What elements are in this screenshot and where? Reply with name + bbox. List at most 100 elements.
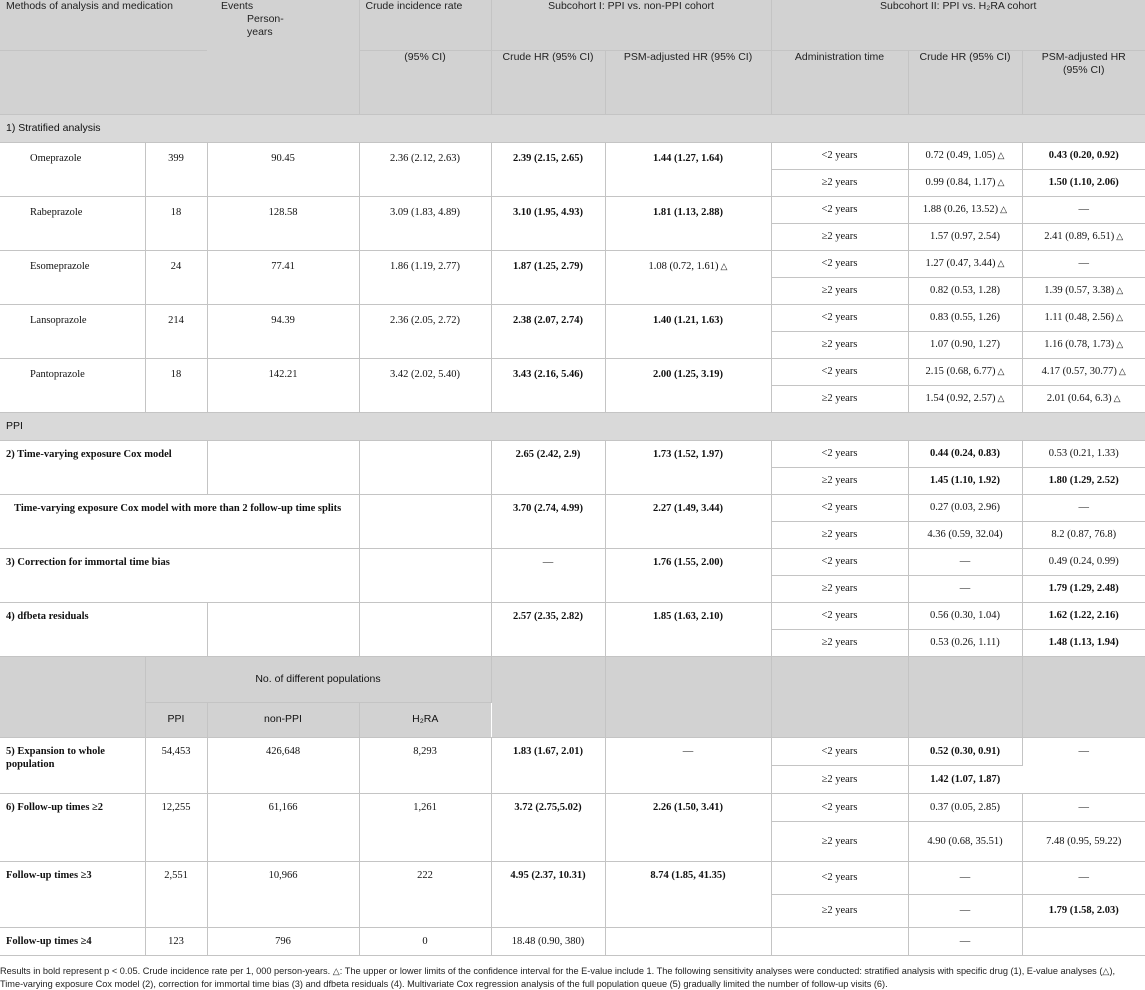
admin-time: <2 years	[771, 196, 909, 224]
empty-cell	[771, 656, 909, 738]
empty-cell	[359, 494, 492, 549]
sub2-crude-hr: 1.27 (0.47, 3.44) △	[908, 250, 1023, 278]
section-stratified: 1) Stratified analysis	[0, 114, 1145, 143]
pop-ppi-count: 2,551	[145, 861, 208, 928]
drug-name: Esomeprazole	[0, 250, 146, 305]
header-sub2-crude: Crude HR (95% CI)	[908, 50, 1023, 115]
sub1-crude-hr: 2.57 (2.35, 2.82)	[491, 602, 606, 657]
results-table: Methods of analysis and medication Event…	[0, 0, 1145, 956]
sub1-psm-hr: 2.26 (1.50, 3.41)	[605, 793, 772, 862]
sub2-crude-hr: —	[908, 575, 1023, 603]
sub1-crude-hr: 3.10 (1.95, 4.93)	[491, 196, 606, 251]
header-sub2-admin: Administration time	[771, 50, 909, 115]
sub2-psm-hr: —	[1022, 737, 1145, 794]
sub2-psm-hr: —	[1022, 793, 1145, 822]
header-subcohort-1: Subcohort I: PPI vs. non-PPI cohort	[491, 0, 772, 51]
method-name: Time-varying exposure Cox model with mor…	[0, 494, 360, 549]
evalue-triangle-icon: △	[1116, 339, 1124, 349]
empty-cell	[359, 602, 492, 657]
pop-nonppi-count: 796	[207, 927, 360, 956]
admin-time: <2 years	[771, 358, 909, 386]
header-sub1-crude: Crude HR (95% CI)	[491, 50, 606, 115]
empty-cell	[491, 656, 606, 738]
evalue-triangle-icon: △	[997, 393, 1005, 403]
evalue-triangle-icon: △	[1000, 204, 1008, 214]
person-years-cell: 77.41	[207, 250, 360, 305]
sub2-psm-hr: 4.17 (0.57, 30.77) △	[1022, 358, 1145, 386]
evalue-triangle-icon: △	[1113, 393, 1121, 403]
population-method: 6) Follow-up times ≥2	[0, 793, 146, 862]
admin-time	[771, 927, 909, 956]
admin-time: <2 years	[771, 440, 909, 468]
sub2-crude-hr: 0.99 (0.84, 1.17) △	[908, 169, 1023, 197]
sub1-psm-hr: —	[605, 737, 772, 794]
evalue-triangle-icon: △	[1116, 312, 1124, 322]
header-person-years: Person-years	[247, 13, 284, 38]
sub2-crude-hr: 1.57 (0.97, 2.54)	[908, 223, 1023, 251]
person-years-cell: 90.45	[207, 142, 360, 197]
admin-time: ≥2 years	[771, 521, 909, 549]
admin-time: ≥2 years	[771, 821, 909, 862]
sub2-crude-hr: 0.44 (0.24, 0.83)	[908, 440, 1023, 468]
sub2-psm-hr: 8.2 (0.87, 76.8)	[1022, 521, 1145, 549]
pop-nonppi-count: 10,966	[207, 861, 360, 928]
header-events: Events	[221, 0, 254, 12]
events-cell: 214	[145, 304, 208, 359]
empty-cell	[605, 656, 772, 738]
sub2-crude-hr: —	[908, 548, 1023, 576]
method-name: 2) Time-varying exposure Cox model	[0, 440, 208, 495]
admin-time: ≥2 years	[771, 894, 909, 928]
evalue-triangle-icon: △	[997, 177, 1005, 187]
sub2-psm-hr: 1.79 (1.29, 2.48)	[1022, 575, 1145, 603]
sub2-crude-hr: 0.82 (0.53, 1.28)	[908, 277, 1023, 305]
evalue-triangle-icon: △	[1118, 366, 1126, 376]
sub2-crude-hr: 0.53 (0.26, 1.11)	[908, 629, 1023, 657]
pop-ppi-count: 54,453	[145, 737, 208, 794]
sub2-crude-hr: 1.54 (0.92, 2.57) △	[908, 385, 1023, 413]
person-years-cell: 142.21	[207, 358, 360, 413]
sub2-crude-hr: 1.88 (0.26, 13.52) △	[908, 196, 1023, 224]
sub2-psm-hr: 1.62 (1.22, 2.16)	[1022, 602, 1145, 630]
sub2-psm-hr: —	[1022, 861, 1145, 895]
pop-h2ra-header: H₂RA	[359, 702, 491, 738]
admin-time: <2 years	[771, 304, 909, 332]
sub2-psm-hr	[1022, 927, 1145, 956]
empty-cell	[359, 548, 492, 603]
sub2-crude-hr: 4.36 (0.59, 32.04)	[908, 521, 1023, 549]
empty-cell	[207, 440, 360, 495]
admin-time: ≥2 years	[771, 629, 909, 657]
pop-h2ra-count: 0	[359, 927, 492, 956]
evalue-triangle-icon: △	[1116, 231, 1124, 241]
sub1-crude-hr: 1.83 (1.67, 2.01)	[491, 737, 606, 794]
sub2-crude-hr: —	[908, 927, 1023, 956]
sub1-psm-hr: 1.81 (1.13, 2.88)	[605, 196, 772, 251]
sub2-crude-hr: 0.72 (0.49, 1.05) △	[908, 142, 1023, 170]
sub1-psm-hr: 1.76 (1.55, 2.00)	[605, 548, 772, 603]
sub2-psm-hr: 1.80 (1.29, 2.52)	[1022, 467, 1145, 495]
pop-nonppi-header: non-PPI	[207, 702, 360, 738]
admin-time: <2 years	[771, 548, 909, 576]
events-cell: 18	[145, 358, 208, 413]
admin-time: ≥2 years	[771, 765, 909, 794]
sub2-crude-hr: 4.90 (0.68, 35.51)	[908, 821, 1023, 862]
sub1-psm-hr: 1.08 (0.72, 1.61) △	[605, 250, 772, 305]
sub1-crude-hr: 4.95 (2.37, 10.31)	[491, 861, 606, 928]
sub2-psm-hr: —	[1022, 494, 1145, 522]
sub2-crude-hr: 1.42 (1.07, 1.87)	[908, 765, 1022, 794]
evalue-triangle-icon: △	[997, 366, 1005, 376]
population-method: 5) Expansion to whole population	[0, 737, 146, 794]
sub2-crude-hr: 0.27 (0.03, 2.96)	[908, 494, 1023, 522]
sub2-psm-hr: 0.49 (0.24, 0.99)	[1022, 548, 1145, 576]
sub2-crude-hr: —	[908, 861, 1023, 895]
sub2-crude-hr: —	[908, 894, 1023, 928]
evalue-triangle-icon: △	[997, 150, 1005, 160]
sub2-crude-hr: 0.52 (0.30, 0.91)	[908, 737, 1023, 766]
crude-incidence-cell: 3.42 (2.02, 5.40)	[359, 358, 492, 413]
admin-time: <2 years	[771, 494, 909, 522]
crude-incidence-cell: 3.09 (1.83, 4.89)	[359, 196, 492, 251]
admin-time: ≥2 years	[771, 385, 909, 413]
pop-ppi-header: PPI	[145, 702, 208, 738]
sub1-psm-hr: 2.27 (1.49, 3.44)	[605, 494, 772, 549]
sub2-crude-hr: 0.83 (0.55, 1.26)	[908, 304, 1023, 332]
admin-time: <2 years	[771, 793, 909, 822]
